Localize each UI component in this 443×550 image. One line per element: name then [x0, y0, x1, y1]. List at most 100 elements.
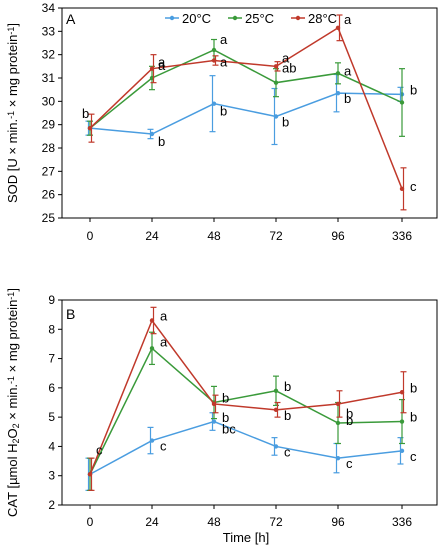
significance-label: b	[220, 104, 227, 119]
significance-label: c	[284, 444, 291, 459]
y-tick-label: 4	[48, 439, 55, 453]
data-point	[273, 114, 279, 119]
y-tick-label: 30	[42, 94, 56, 108]
legend: 20°C 25°C 28°C	[165, 11, 337, 26]
data-point	[273, 80, 279, 85]
x-tick-label: 24	[145, 229, 159, 243]
data-point	[273, 388, 279, 393]
data-point	[211, 47, 217, 53]
x-tick-label: 24	[145, 515, 159, 529]
significance-label: c	[96, 442, 103, 457]
y-axis-title-part: ]	[5, 288, 20, 292]
y-axis-title-part: × mg protein	[5, 300, 20, 376]
data-point	[399, 100, 405, 105]
significance-label: b	[282, 115, 289, 130]
significance-label: a	[160, 334, 168, 349]
series-line	[89, 318, 403, 475]
significance-label: b	[410, 380, 417, 395]
y-tick-label: 3	[48, 469, 55, 483]
significance-label: ab	[282, 61, 296, 76]
x-tick-label: 48	[207, 229, 221, 243]
data-point	[273, 407, 279, 413]
y-tick-label: 5	[48, 410, 55, 424]
series-20°C	[85, 412, 405, 491]
legend-marker	[169, 15, 175, 21]
panel-letter: B	[66, 306, 75, 322]
y-axis-title-part: -1	[6, 27, 16, 35]
data-point	[149, 66, 155, 71]
y-axis-title-part: SOD [U × min.	[5, 119, 20, 203]
y-tick-label: 8	[48, 322, 55, 336]
series-28°C	[87, 14, 407, 211]
data-point	[149, 438, 155, 443]
plot-frame	[61, 299, 438, 506]
legend-marker	[295, 15, 301, 21]
y-tick-label: 34	[42, 1, 56, 15]
data-point	[273, 64, 279, 69]
series-25°C	[87, 38, 405, 137]
data-point	[87, 472, 93, 477]
x-tick-label: 336	[392, 229, 412, 243]
significance-label: c	[346, 456, 353, 471]
x-axis-title: Time [h]	[223, 530, 269, 545]
y-axis-title-part: -1	[6, 111, 16, 119]
y-axis-title-part: × mg protein	[5, 35, 20, 111]
significance-label: b	[410, 82, 417, 97]
significance-label: a	[344, 63, 352, 78]
significance-label: c	[160, 439, 167, 454]
panel-a: 25 26 27 28 29 30 31 32 33 34 0 24 48 72 96 336 A SOD [U …	[5, 1, 438, 243]
series-line	[89, 347, 403, 475]
y-axis-title-part: 2	[11, 438, 21, 443]
y-axis-title-part: × min.	[5, 384, 20, 423]
data-point	[211, 419, 217, 424]
significance-label: bc	[222, 422, 236, 437]
data-point	[273, 444, 279, 449]
series-line	[89, 49, 403, 129]
x-tick-label: 96	[331, 229, 345, 243]
significance-label: a	[160, 309, 168, 324]
significance-label: b	[410, 410, 417, 425]
data-point	[149, 131, 155, 137]
series-25°C	[87, 331, 405, 491]
significance-label: a	[158, 55, 166, 70]
significance-label: b	[284, 408, 291, 423]
series-20°C	[85, 73, 405, 146]
data-point	[87, 125, 93, 131]
significance-label: b	[158, 134, 165, 149]
legend-marker	[232, 15, 238, 21]
y-tick-label: 25	[42, 211, 56, 225]
x-tick-label: 72	[269, 229, 283, 243]
y-axis-title-part: O	[5, 428, 20, 438]
significance-label: c	[410, 449, 417, 464]
significance-label: c	[410, 179, 417, 194]
y-tick-label: 2	[48, 498, 55, 512]
legend-label: 25°C	[245, 11, 274, 26]
series-line	[89, 26, 403, 190]
significance-label: b	[222, 391, 229, 406]
significance-label: b	[346, 413, 353, 428]
y-tick-label: 32	[42, 48, 56, 62]
significance-label: b	[222, 410, 229, 425]
y-tick-label: 33	[42, 24, 56, 38]
y-axis-title: CAT [µmol H2O2 × min.-1 × mg protein-1]	[5, 288, 21, 517]
y-tick-label: 27	[42, 164, 56, 178]
y-axis-title: SOD [U × min.-1 × mg protein-1]	[5, 23, 20, 203]
data-point	[335, 90, 341, 96]
y-axis-title-part: CAT [µmol H	[5, 443, 20, 516]
x-tick-label: 0	[87, 515, 94, 529]
data-point	[399, 186, 405, 192]
data-point	[399, 419, 405, 424]
y-tick-label: 28	[42, 141, 56, 155]
significance-label: a	[158, 58, 166, 73]
y-tick-label: 29	[42, 118, 56, 132]
data-point	[335, 25, 341, 31]
significance-label: a	[344, 12, 352, 27]
significance-label: b	[284, 379, 291, 394]
y-axis-title-part: ]	[5, 23, 20, 27]
data-point	[211, 58, 217, 63]
data-point	[149, 318, 155, 323]
series-line	[89, 420, 403, 475]
y-tick-label: 31	[42, 71, 56, 85]
